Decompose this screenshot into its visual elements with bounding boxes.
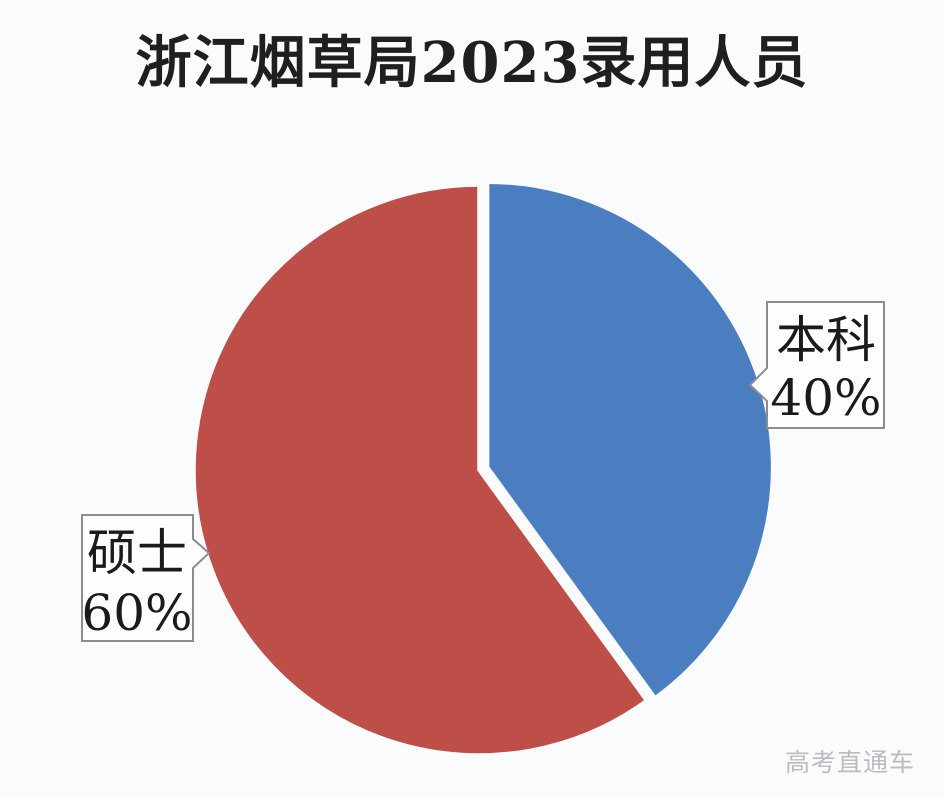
watermark: 高考直通车 [784, 748, 915, 777]
callout-master-label: 硕士 [87, 524, 187, 582]
callout-master: 硕士 60% [81, 514, 211, 642]
callout-bachelor-label: 本科 [776, 311, 876, 369]
callout-master-box [81, 514, 211, 642]
pie-slice-硕士 [192, 183, 649, 757]
pie-slices [192, 180, 775, 757]
callout-bachelor-value: 40% [770, 369, 881, 427]
chart-title: 浙江烟草局2023录用人员 [135, 30, 809, 96]
callout-bachelor-box [748, 301, 885, 429]
callout-master-value: 60% [81, 584, 192, 642]
callout-bachelor: 本科 40% [748, 301, 885, 429]
